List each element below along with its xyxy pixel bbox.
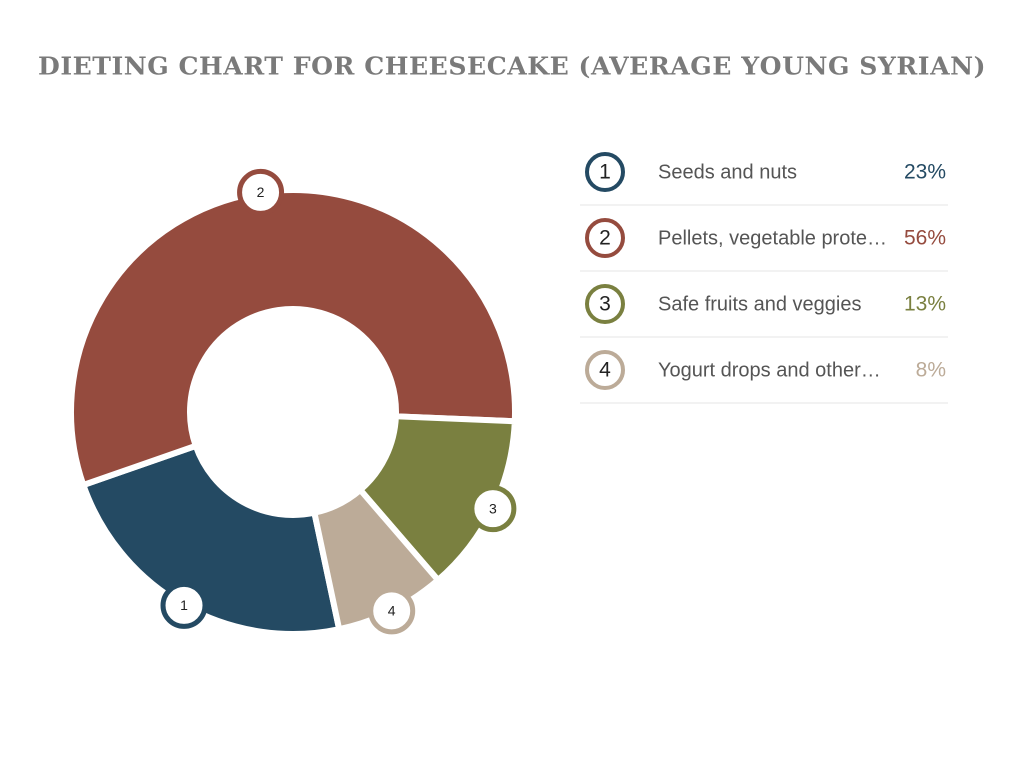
legend-value: 23% bbox=[904, 161, 946, 184]
slice-marker-label: 2 bbox=[257, 184, 265, 200]
slice-marker-label: 3 bbox=[489, 500, 497, 516]
donut-slice bbox=[68, 187, 518, 489]
legend-value: 56% bbox=[904, 227, 946, 250]
legend-label: Pellets, vegetable prote… bbox=[658, 227, 887, 249]
legend-marker bbox=[585, 350, 625, 390]
slice-marker bbox=[237, 168, 285, 216]
legend-label: Yogurt drops and other… bbox=[658, 359, 881, 381]
legend-label: Safe fruits and veggies bbox=[658, 293, 861, 315]
slice-marker-label: 4 bbox=[388, 603, 396, 619]
donut-slice bbox=[79, 442, 343, 637]
slice-marker-label: 1 bbox=[180, 597, 188, 613]
legend-marker-label: 3 bbox=[599, 293, 611, 316]
legend-value: 13% bbox=[904, 293, 946, 316]
slice-marker bbox=[469, 485, 517, 533]
legend-marker-label: 4 bbox=[599, 359, 611, 382]
slice-marker bbox=[160, 581, 208, 629]
donut-slice bbox=[356, 413, 518, 585]
legend-label: Seeds and nuts bbox=[658, 161, 797, 183]
legend-marker-label: 1 bbox=[599, 161, 611, 184]
slice-marker bbox=[368, 587, 416, 635]
chart-title: DIETING CHART FOR CHEESECAKE (AVERAGE YO… bbox=[38, 52, 986, 81]
legend-marker bbox=[585, 284, 625, 324]
legend-value: 8% bbox=[916, 359, 946, 382]
legend-marker-label: 2 bbox=[599, 227, 611, 250]
legend-marker bbox=[585, 218, 625, 258]
legend-marker bbox=[585, 152, 625, 192]
